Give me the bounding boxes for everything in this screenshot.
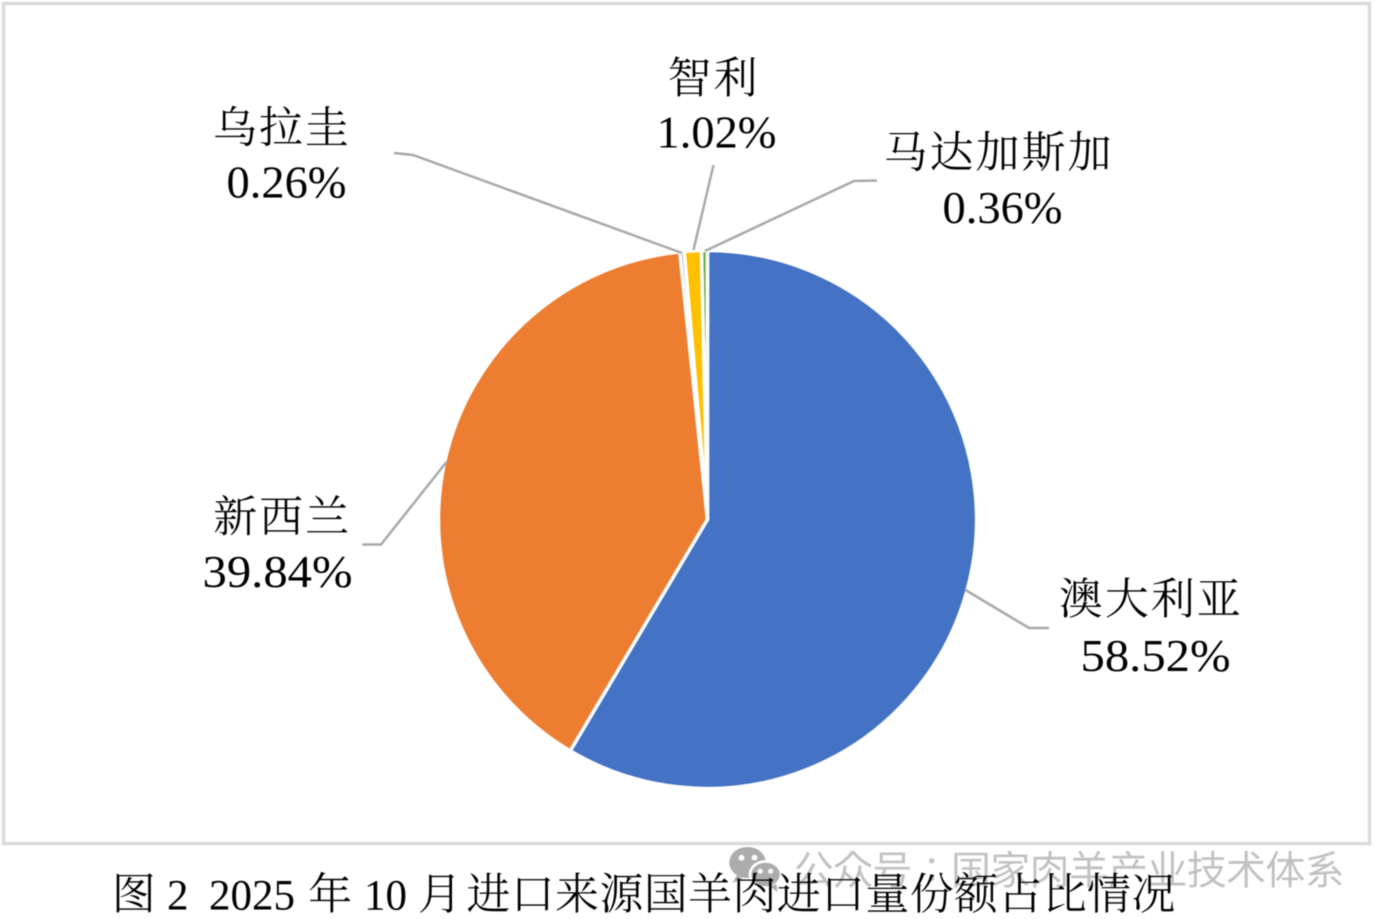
svg-text:2025: 2025 — [209, 872, 295, 919]
svg-text:1.02%: 1.02% — [657, 106, 777, 157]
svg-text:10: 10 — [364, 872, 407, 919]
svg-text:2: 2 — [167, 872, 189, 919]
svg-text:0.36%: 0.36% — [943, 182, 1063, 233]
svg-text:58.52%: 58.52% — [1081, 630, 1231, 681]
svg-text:0.26%: 0.26% — [227, 156, 347, 207]
svg-text:39.84%: 39.84% — [203, 546, 353, 597]
